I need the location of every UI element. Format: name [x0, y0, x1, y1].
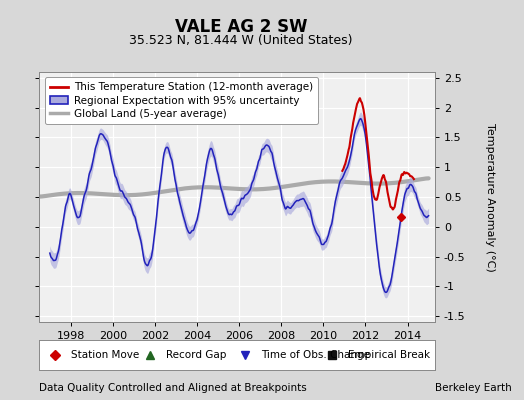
Text: VALE AG 2 SW: VALE AG 2 SW [175, 18, 307, 36]
Text: Empirical Break: Empirical Break [348, 350, 430, 360]
Text: 35.523 N, 81.444 W (United States): 35.523 N, 81.444 W (United States) [129, 34, 353, 47]
Text: Station Move: Station Move [71, 350, 139, 360]
Y-axis label: Temperature Anomaly (°C): Temperature Anomaly (°C) [485, 123, 495, 271]
Legend: This Temperature Station (12-month average), Regional Expectation with 95% uncer: This Temperature Station (12-month avera… [45, 77, 318, 124]
Text: Time of Obs. Change: Time of Obs. Change [261, 350, 370, 360]
Text: Berkeley Earth: Berkeley Earth [435, 383, 511, 393]
Text: Data Quality Controlled and Aligned at Breakpoints: Data Quality Controlled and Aligned at B… [39, 383, 307, 393]
Text: Record Gap: Record Gap [166, 350, 226, 360]
